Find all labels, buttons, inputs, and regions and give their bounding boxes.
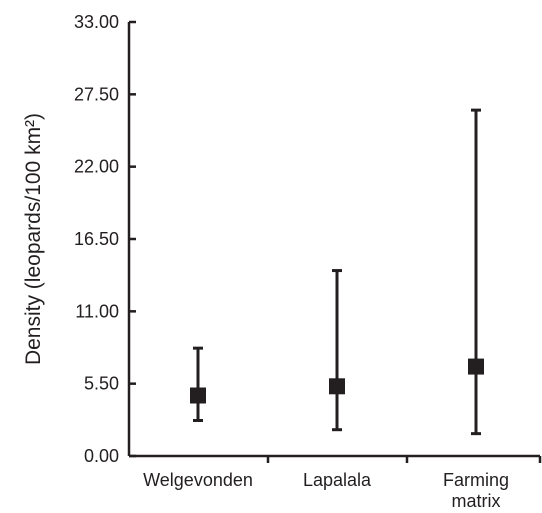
data-points	[190, 108, 484, 436]
y-tick-label: 22.00	[74, 157, 119, 177]
y-tick-label: 0.00	[84, 446, 119, 466]
y-tick-label: 5.50	[84, 374, 119, 394]
y-tick-label: 11.00	[75, 301, 119, 321]
data-point-marker	[468, 358, 484, 375]
y-tick-label: 33.00	[74, 12, 119, 32]
y-axis-title: Density (leopards/100 km²)	[22, 113, 45, 365]
x-category-label: Farming matrix	[443, 470, 509, 511]
y-axis-ticks: 0.00 5.50 11.00 16.50 22.00 27.50 33.00	[74, 12, 136, 466]
y-tick-label: 16.50	[74, 229, 119, 249]
x-category-label: Lapalala	[303, 470, 372, 490]
data-point-marker	[190, 387, 206, 404]
data-point-marker	[329, 378, 345, 395]
x-category-label: Welgevonden	[143, 470, 253, 490]
x-axis-categories: Welgevonden Lapalala Farming matrix	[143, 456, 542, 511]
y-tick-label: 27.50	[74, 84, 119, 104]
